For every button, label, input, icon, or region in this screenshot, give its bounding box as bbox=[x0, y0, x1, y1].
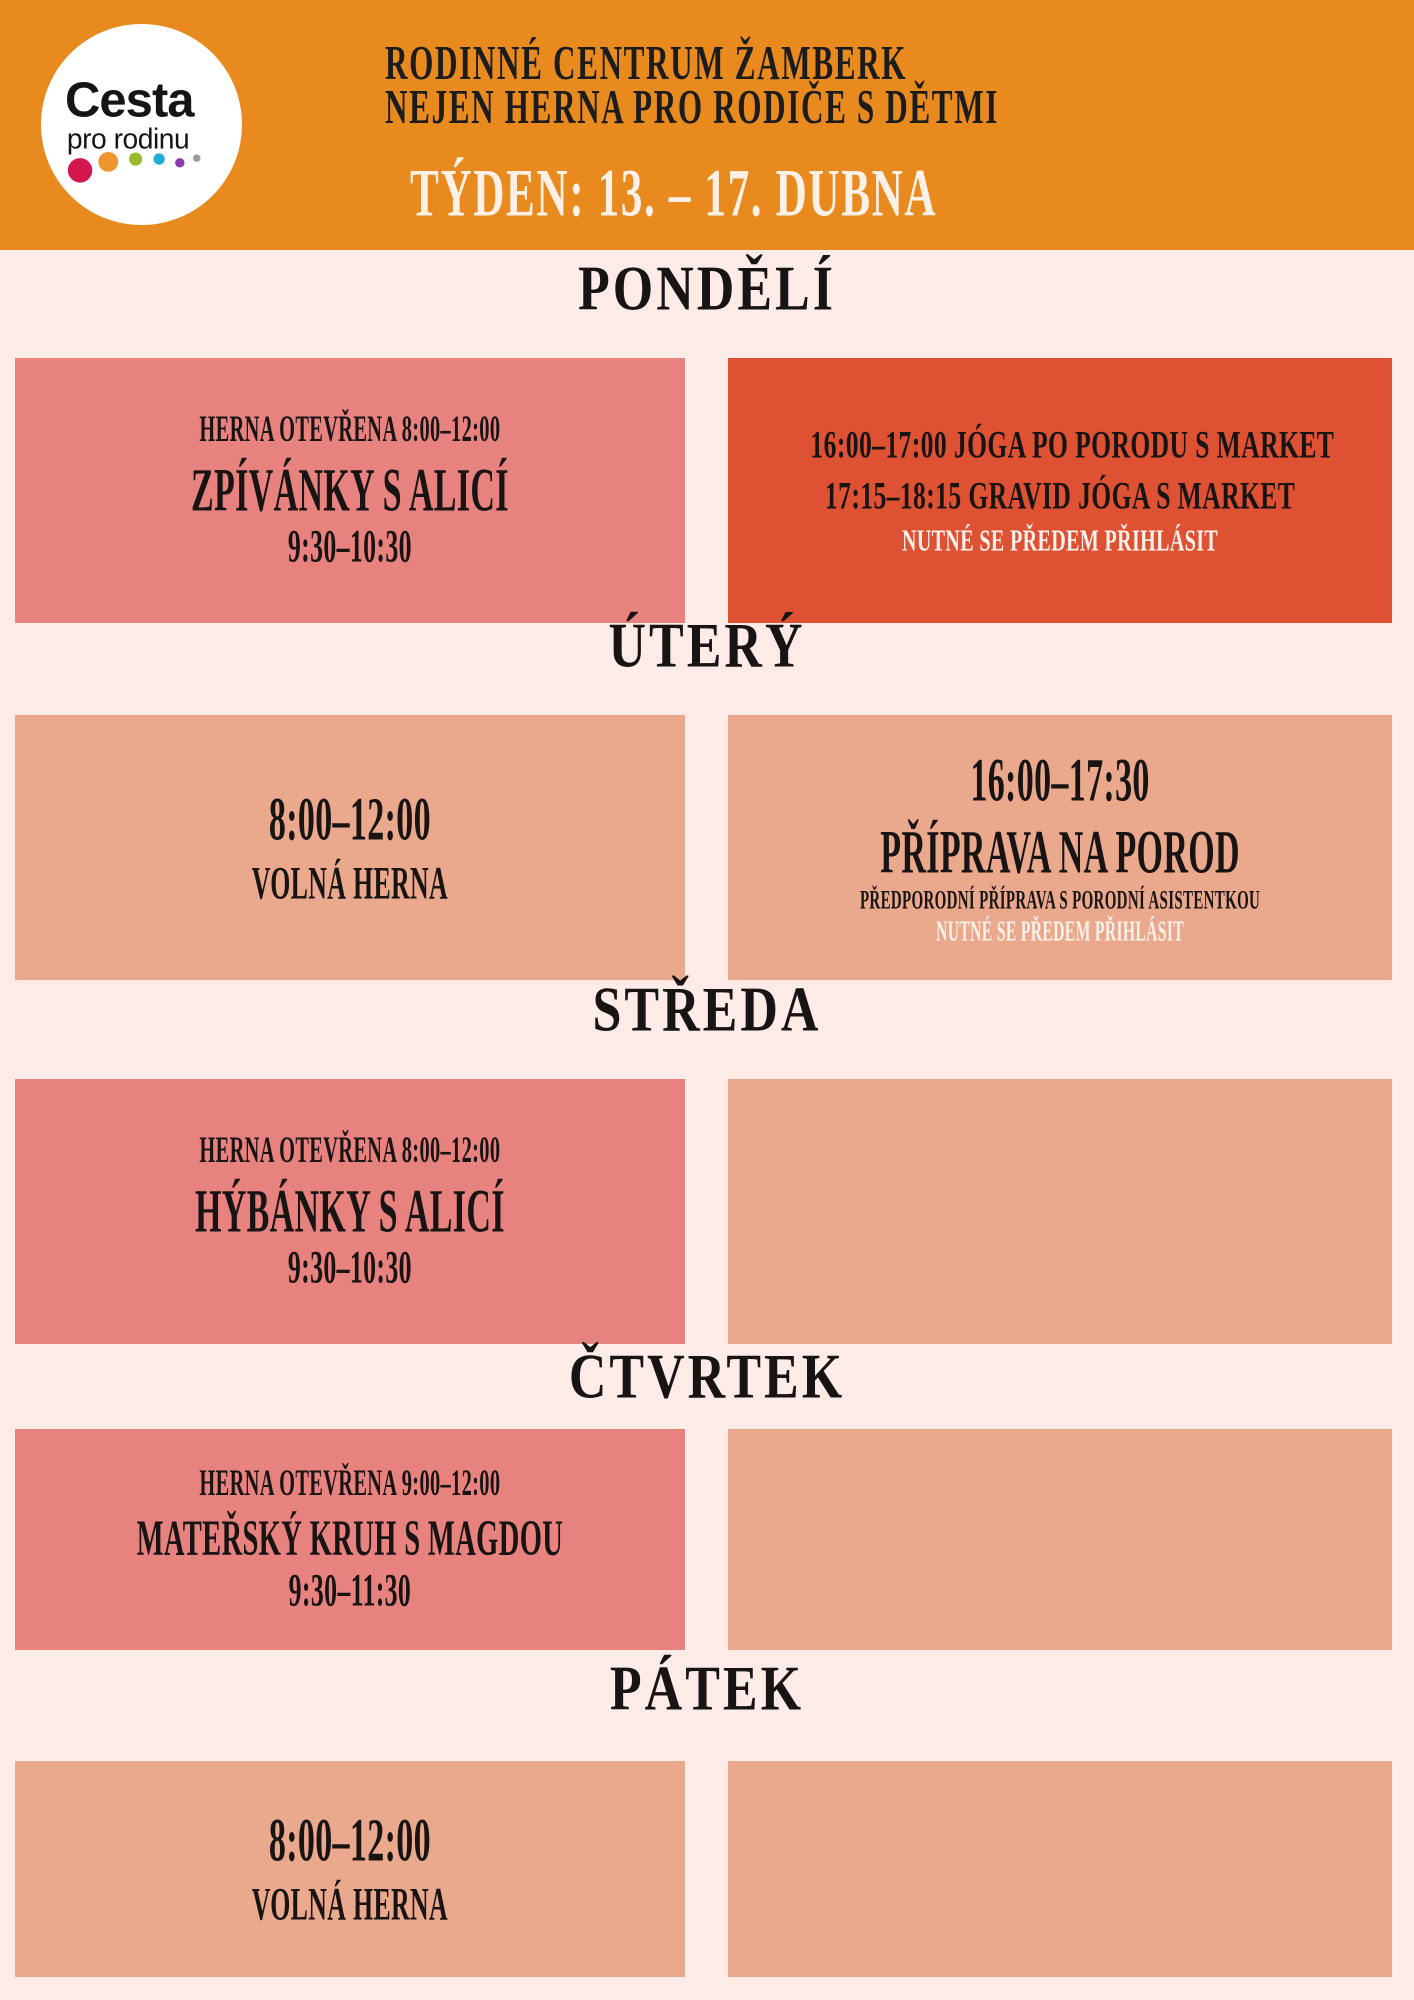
svg-text:pro rodinu: pro rodinu bbox=[67, 123, 189, 155]
svg-text:Cesta: Cesta bbox=[65, 74, 195, 128]
